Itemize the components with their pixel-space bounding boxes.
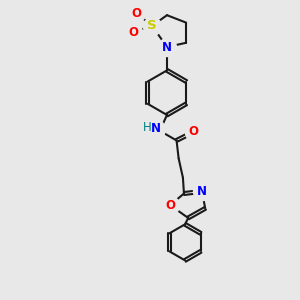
Text: S: S [147, 19, 157, 32]
Text: N: N [162, 40, 172, 53]
Text: O: O [188, 125, 199, 139]
Text: N: N [152, 122, 161, 135]
Text: H: H [143, 121, 152, 134]
Text: O: O [128, 26, 138, 39]
Text: N: N [197, 185, 207, 198]
Text: O: O [165, 199, 175, 212]
Text: O: O [131, 7, 141, 20]
